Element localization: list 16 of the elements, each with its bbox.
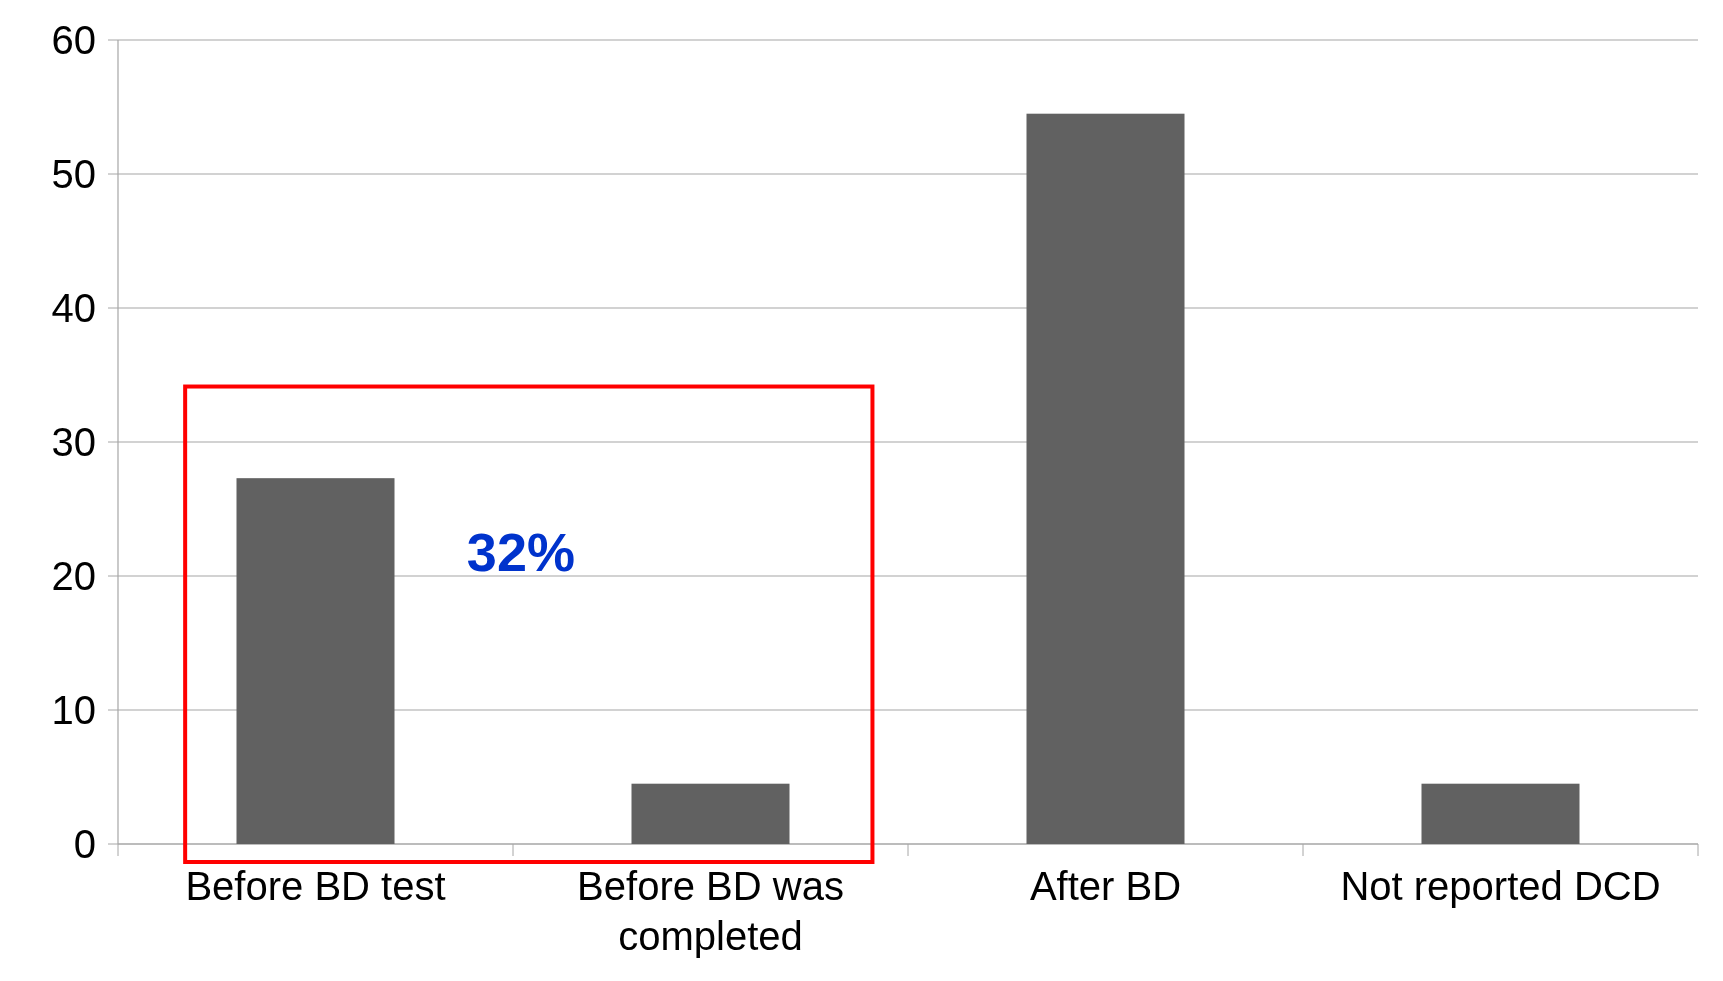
bar <box>1026 113 1185 844</box>
x-tick-label: Before BD test <box>185 864 446 908</box>
bar <box>631 783 790 844</box>
x-tick-label: After BD <box>1029 864 1182 908</box>
x-tick-label: Before BD was completed <box>577 864 844 958</box>
annotation: 32% <box>466 522 575 582</box>
y-tick-label: 0 <box>73 822 96 866</box>
bar <box>236 478 395 844</box>
y-tick-label: 40 <box>51 286 96 330</box>
y-tick-label: 10 <box>51 688 96 732</box>
bar <box>1421 783 1580 844</box>
y-tick-label: 50 <box>51 152 96 196</box>
x-tick-label: Not reported DCD <box>1340 864 1661 908</box>
y-tick-label: 30 <box>51 420 96 464</box>
y-tick-label: 20 <box>51 554 96 598</box>
y-tick-label: 60 <box>51 18 96 62</box>
